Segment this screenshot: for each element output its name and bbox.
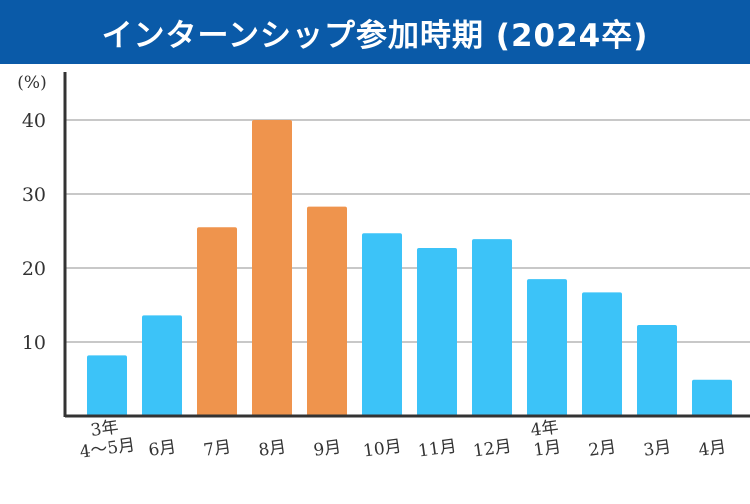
y-tick-label: 40 (22, 110, 46, 132)
x-tick-label: 2月 (587, 437, 617, 461)
bar-6 (417, 248, 457, 416)
chart-title: インターンシップ参加時期 (2024卒) (101, 17, 649, 54)
bar-2 (197, 227, 237, 416)
x-tick-label: 3年4～5月 (78, 417, 136, 463)
x-tick-label: 10月 (362, 436, 403, 461)
x-tick-label: 3月 (642, 437, 672, 461)
x-tick-label: 4月 (697, 437, 727, 461)
x-tick-label-line: 4～5月 (78, 435, 136, 463)
y-tick-label: 30 (22, 184, 46, 206)
x-tick-label-line: 2月 (587, 437, 617, 461)
chart-area: 10 20 30 40 (%) 3年 4～5月 6月 7月 8月 9月 10月 11月 12月 4年 1月 2月… (0, 64, 750, 500)
x-tick-label-line: 7月 (202, 437, 232, 461)
x-tick-label-line: 3月 (642, 437, 672, 461)
bar-8 (527, 279, 567, 416)
bar-4 (307, 206, 347, 416)
x-tick-label-line: 4年 (529, 417, 559, 441)
x-tick-label-line: 1月 (532, 437, 562, 461)
bar-9 (582, 292, 622, 416)
x-tick-label: 7月 (202, 437, 232, 461)
x-tick-label: 6月 (147, 437, 177, 461)
x-tick-label: 11月 (417, 436, 458, 461)
x-tick-label-line: 8月 (257, 437, 287, 461)
x-tick-label-line: 3年 (89, 417, 119, 441)
x-tick-label: 9月 (312, 437, 342, 461)
x-tick-label-line: 4月 (697, 437, 727, 461)
chart-title-bar: インターンシップ参加時期 (2024卒) (0, 0, 750, 64)
bar-1 (142, 315, 182, 416)
x-tick-label: 8月 (257, 437, 287, 461)
bar-3 (252, 120, 292, 416)
bar-11 (692, 379, 732, 416)
bar-0 (87, 355, 127, 416)
y-tick-label: 10 (22, 332, 46, 354)
y-tick-label: 20 (22, 258, 46, 280)
grid-lines (65, 119, 750, 343)
x-tick-label-line: 10月 (362, 436, 403, 461)
x-tick-label-line: 9月 (312, 437, 342, 461)
bars (87, 120, 732, 416)
x-tick-label-line: 6月 (147, 437, 177, 461)
x-tick-label: 12月 (472, 436, 513, 461)
x-tick-label-line: 12月 (472, 436, 513, 461)
bar-7 (472, 239, 512, 416)
bar-5 (362, 233, 402, 416)
y-axis-unit-label: (%) (17, 73, 46, 93)
x-tick-label-line: 11月 (417, 436, 458, 461)
axes (63, 72, 750, 418)
bar-10 (637, 324, 677, 416)
